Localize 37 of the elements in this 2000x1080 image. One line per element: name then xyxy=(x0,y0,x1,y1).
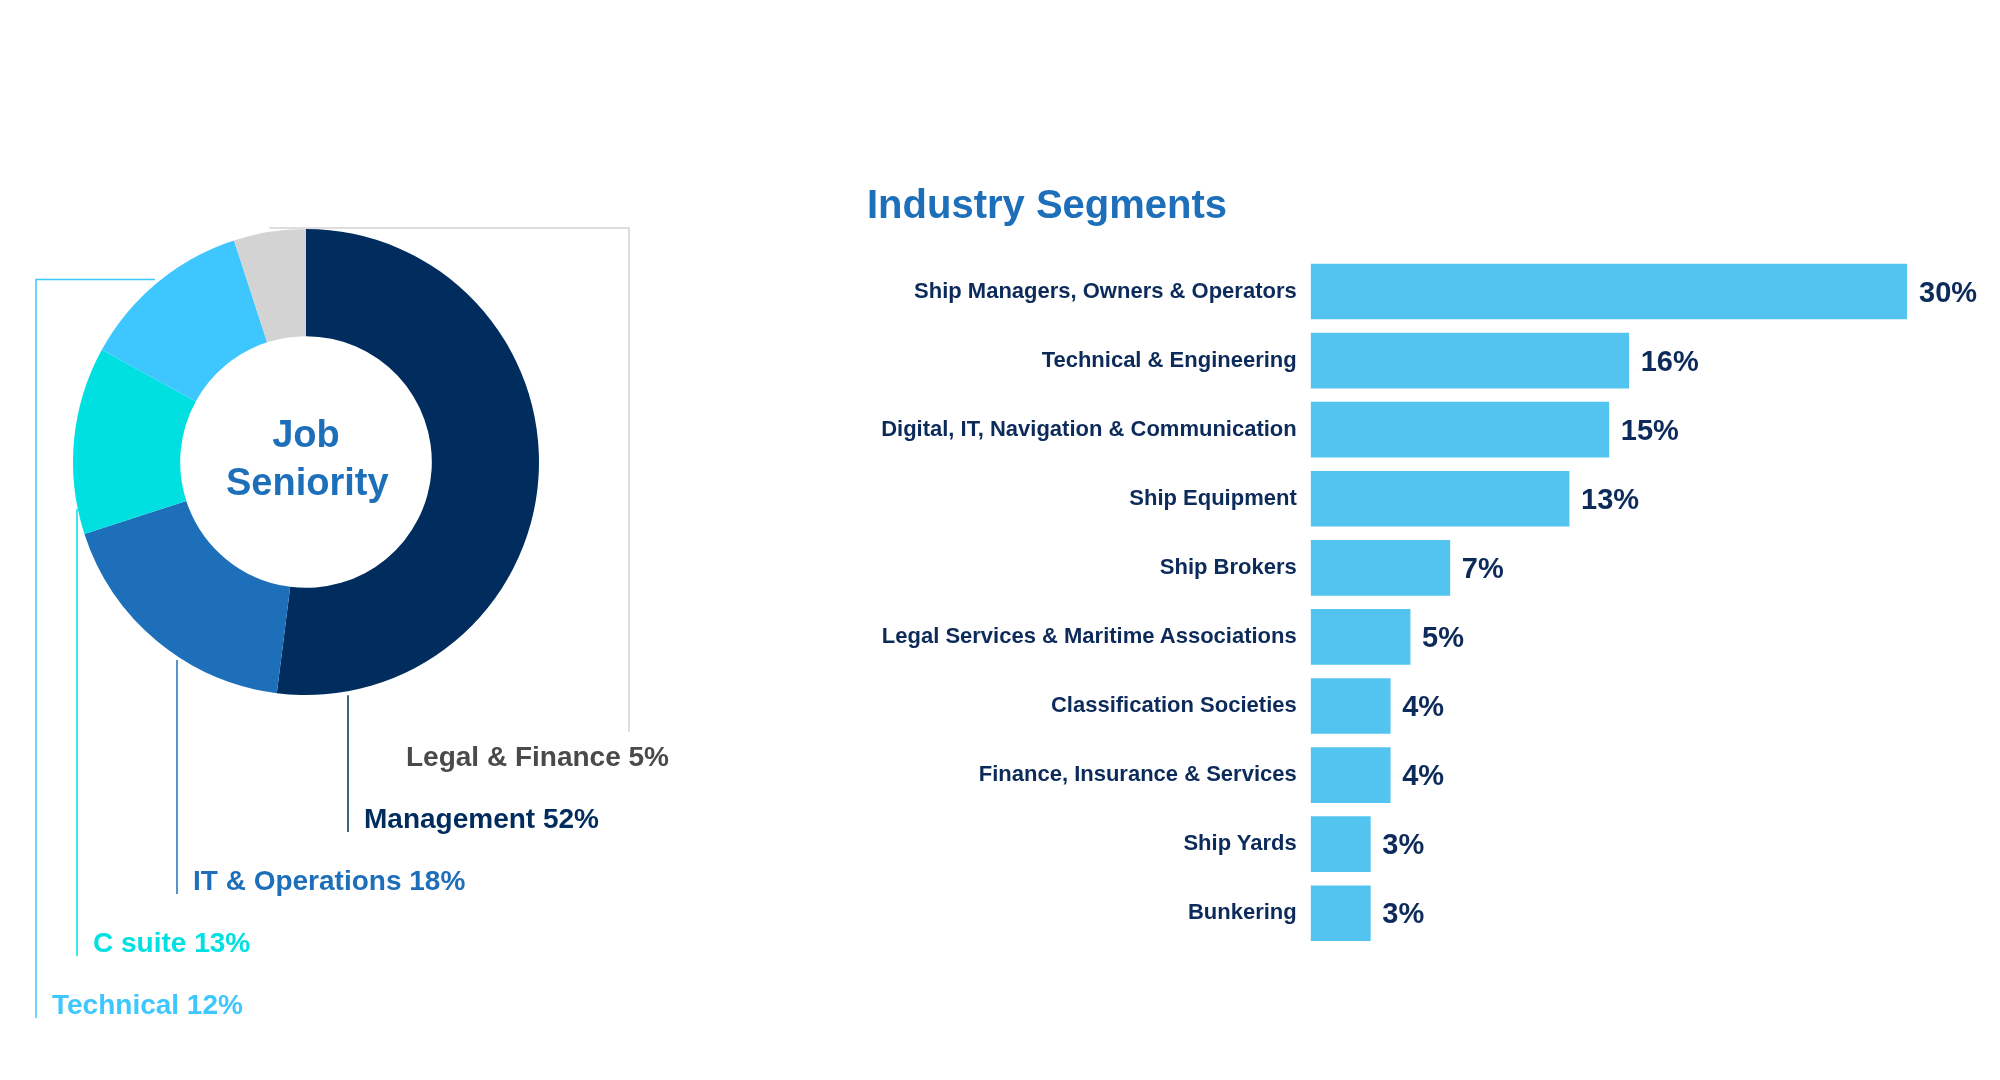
y-tick-label: Ship Yards xyxy=(1183,830,1297,856)
bar xyxy=(1310,816,1371,873)
data-label: 4% xyxy=(1402,690,1445,723)
y-tick-label: Legal Services & Maritime Associations xyxy=(881,623,1297,648)
bar xyxy=(1310,540,1451,596)
slice-label: C suite 13% xyxy=(93,927,251,958)
data-label: 4% xyxy=(1402,759,1445,792)
y-tick-label: Ship Equipment xyxy=(1129,484,1298,510)
data-label: 13% xyxy=(1581,482,1640,515)
data-label: 7% xyxy=(1461,551,1504,584)
bar xyxy=(1310,332,1630,389)
slice-label: Management 52% xyxy=(364,803,600,834)
bar xyxy=(1310,885,1371,942)
data-label: 30% xyxy=(1919,275,1978,308)
y-tick-label: Classification Societies xyxy=(1050,692,1297,718)
data-label: 3% xyxy=(1382,897,1425,930)
y-tick-label: Digital, IT, Navigation & Communication xyxy=(881,415,1297,441)
bar xyxy=(1310,609,1411,665)
y-tick-label: Technical & Engineering xyxy=(1041,346,1297,372)
slice-label: Legal & Finance 5% xyxy=(406,741,670,772)
bar xyxy=(1310,747,1391,803)
chart-title: Industry Segments xyxy=(867,182,1228,227)
bar xyxy=(1310,678,1391,734)
bar xyxy=(1310,263,1907,320)
bar xyxy=(1310,401,1610,458)
data-label: 5% xyxy=(1422,620,1465,653)
data-label: 3% xyxy=(1382,828,1425,861)
bar xyxy=(1310,470,1570,527)
y-tick-label: Ship Brokers xyxy=(1159,553,1297,579)
text: Job Seniority xyxy=(226,412,389,505)
y-tick-label: Bunkering xyxy=(1187,899,1297,925)
data-label: 16% xyxy=(1640,344,1699,377)
data-label: 15% xyxy=(1620,413,1680,446)
y-tick-label: Ship Managers, Owners & Operators xyxy=(914,277,1297,303)
y-tick-label: Finance, Insurance & Services xyxy=(978,761,1297,787)
slice-label: IT & Operations 18% xyxy=(193,865,466,896)
slice-label: Technical 12% xyxy=(52,989,243,1020)
